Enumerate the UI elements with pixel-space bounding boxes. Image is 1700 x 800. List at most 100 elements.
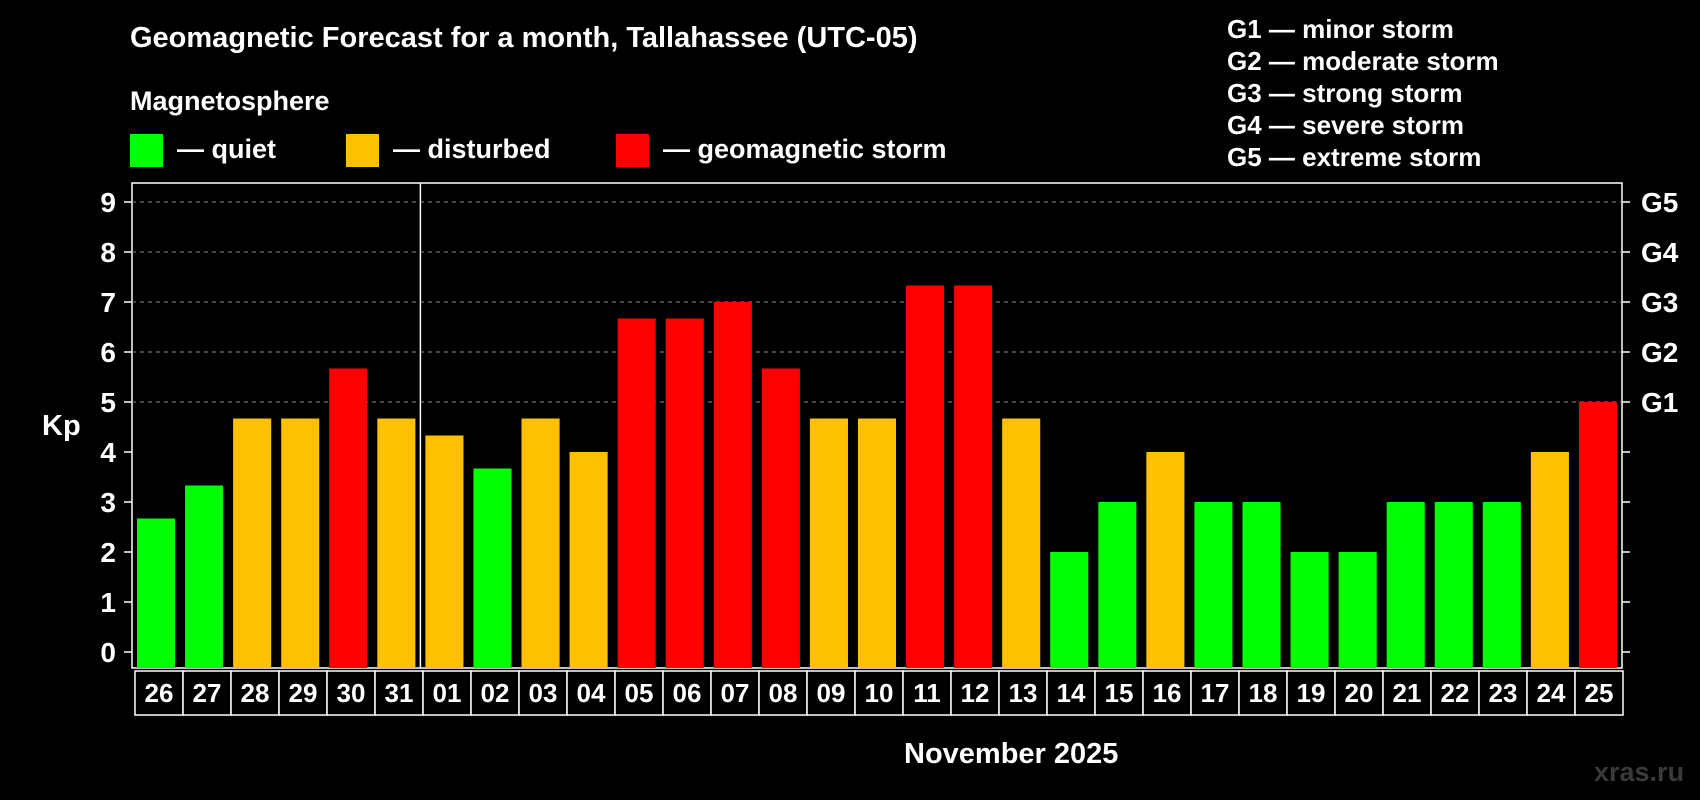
x-tick-label: 09 <box>817 678 846 708</box>
bar-25 <box>1578 402 1617 668</box>
bar-07 <box>713 302 752 668</box>
x-tick-label: 12 <box>961 678 990 708</box>
bar-21 <box>1386 502 1425 668</box>
g-legend-g4: G4 — severe storm <box>1227 110 1465 140</box>
bar-18 <box>1242 502 1281 668</box>
x-tick-label: 06 <box>673 678 702 708</box>
g-scale-label: G2 <box>1641 337 1678 368</box>
g-scale-label: G5 <box>1641 187 1678 218</box>
bar-13 <box>1002 418 1041 668</box>
legend-label-disturbed: — disturbed <box>393 134 551 164</box>
bar-26 <box>137 518 176 668</box>
date-box <box>1238 670 1288 716</box>
x-tick-label: 31 <box>385 678 414 708</box>
date-box <box>1574 670 1624 716</box>
date-box <box>614 670 664 716</box>
x-tick-label: 05 <box>625 678 654 708</box>
x-tick-label: 10 <box>865 678 894 708</box>
date-box <box>134 670 184 716</box>
x-tick-label: 15 <box>1105 678 1134 708</box>
bar-27 <box>185 485 224 668</box>
g-legend-g3: G3 — strong storm <box>1227 78 1463 108</box>
bar-12 <box>954 285 993 668</box>
date-box <box>1094 670 1144 716</box>
bar-14 <box>1050 552 1089 668</box>
bar-24 <box>1530 452 1569 668</box>
date-box <box>710 670 760 716</box>
y-tick-label: 9 <box>100 187 116 218</box>
y-tick-label: 6 <box>100 337 116 368</box>
chart-title: Geomagnetic Forecast for a month, Tallah… <box>130 22 918 54</box>
date-box <box>1334 670 1384 716</box>
bar-30 <box>329 368 368 668</box>
date-box <box>1046 670 1096 716</box>
x-tick-label: 30 <box>337 678 366 708</box>
x-tick-label: 01 <box>433 678 462 708</box>
bar-22 <box>1434 502 1473 668</box>
x-tick-label: 19 <box>1297 678 1326 708</box>
x-tick-label: 18 <box>1249 678 1278 708</box>
g-legend-g2: G2 — moderate storm <box>1227 46 1499 76</box>
bar-28 <box>233 418 272 668</box>
y-tick-label: 8 <box>100 237 116 268</box>
bar-02 <box>473 468 512 668</box>
bar-29 <box>281 418 320 668</box>
bar-17 <box>1194 502 1233 668</box>
x-tick-label: 27 <box>193 678 222 708</box>
bar-16 <box>1146 452 1185 668</box>
y-tick-label: 0 <box>100 637 116 668</box>
bar-03 <box>521 418 560 668</box>
y-tick-label: 5 <box>100 387 116 418</box>
date-box <box>1142 670 1192 716</box>
date-box <box>518 670 568 716</box>
g-scale-label: G3 <box>1641 287 1678 318</box>
x-tick-label: 26 <box>145 678 174 708</box>
g-scale-label: G1 <box>1641 387 1678 418</box>
date-box <box>662 670 712 716</box>
bar-15 <box>1098 502 1137 668</box>
date-box <box>422 670 472 716</box>
bar-08 <box>761 368 800 668</box>
legend-swatch-storm <box>616 134 649 167</box>
g-scale-label: G4 <box>1641 237 1679 268</box>
x-tick-label: 28 <box>241 678 270 708</box>
legend-label-storm: — geomagnetic storm <box>663 134 947 164</box>
date-box <box>998 670 1048 716</box>
x-tick-label: 22 <box>1441 678 1470 708</box>
x-tick-label: 25 <box>1585 678 1614 708</box>
x-tick-label: 20 <box>1345 678 1374 708</box>
date-box <box>950 670 1000 716</box>
x-tick-label: 23 <box>1489 678 1518 708</box>
bar-06 <box>665 318 704 668</box>
bar-05 <box>617 318 656 668</box>
y-axis-label: Kp <box>42 410 81 442</box>
x-tick-label: 17 <box>1201 678 1230 708</box>
y-tick-label: 2 <box>100 537 116 568</box>
x-tick-label: 13 <box>1009 678 1038 708</box>
date-box <box>374 670 424 716</box>
bar-31 <box>377 418 416 668</box>
date-box <box>1478 670 1528 716</box>
bar-11 <box>906 285 945 668</box>
x-tick-label: 24 <box>1537 678 1566 708</box>
date-box <box>230 670 280 716</box>
month-label: November 2025 <box>904 738 1119 770</box>
y-tick-label: 7 <box>100 287 116 318</box>
date-box <box>1286 670 1336 716</box>
x-tick-label: 02 <box>481 678 510 708</box>
date-box <box>806 670 856 716</box>
y-tick-label: 1 <box>100 587 116 618</box>
bar-23 <box>1482 502 1521 668</box>
legend-label-quiet: — quiet <box>177 134 276 164</box>
x-tick-label: 04 <box>577 678 606 708</box>
bar-20 <box>1338 552 1377 668</box>
date-box <box>1526 670 1576 716</box>
y-tick-label: 3 <box>100 487 116 518</box>
legend-swatch-disturbed <box>346 134 379 167</box>
bar-01 <box>425 435 464 668</box>
x-tick-label: 03 <box>529 678 558 708</box>
x-tick-label: 14 <box>1057 678 1086 708</box>
x-tick-label: 08 <box>769 678 798 708</box>
g-legend-g5: G5 — extreme storm <box>1227 142 1482 172</box>
date-box <box>278 670 328 716</box>
